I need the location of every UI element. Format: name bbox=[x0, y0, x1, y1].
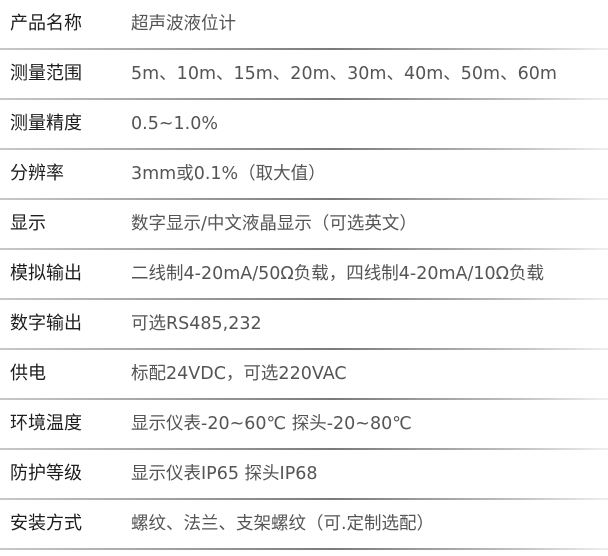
spec-value: 标配24VDC，可选220VAC bbox=[131, 364, 347, 384]
spec-row-range: 测量范围 5m、10m、15m、20m、30m、40m、50m、60m bbox=[0, 50, 608, 100]
spec-label: 环境温度 bbox=[10, 413, 82, 434]
spec-value: 数字显示/中文液晶显示（可选英文） bbox=[131, 214, 417, 234]
spec-label: 模拟输出 bbox=[10, 263, 82, 284]
spec-row-protection: 防护等级 显示仪表IP65 探头IP68 bbox=[0, 450, 608, 500]
spec-row-product-name: 产品名称 超声波液位计 bbox=[0, 0, 608, 50]
spec-value: 显示仪表-20~60℃ 探头-20~80℃ bbox=[131, 414, 412, 434]
spec-label: 数字输出 bbox=[10, 313, 82, 334]
spec-label: 分辨率 bbox=[10, 163, 64, 184]
spec-value: 3mm或0.1%（取大值） bbox=[131, 164, 326, 184]
spec-label: 供电 bbox=[10, 363, 46, 384]
spec-row-display: 显示 数字显示/中文液晶显示（可选英文） bbox=[0, 200, 608, 250]
spec-label: 显示 bbox=[10, 213, 46, 234]
spec-value: 螺纹、法兰、支架螺纹（可.定制选配） bbox=[131, 514, 435, 534]
spec-value: 5m、10m、15m、20m、30m、40m、50m、60m bbox=[131, 64, 557, 84]
spec-value: 0.5~1.0% bbox=[131, 114, 218, 134]
spec-row-temperature: 环境温度 显示仪表-20~60℃ 探头-20~80℃ bbox=[0, 400, 608, 450]
spec-label: 测量范围 bbox=[10, 63, 82, 84]
spec-row-installation: 安装方式 螺纹、法兰、支架螺纹（可.定制选配） bbox=[0, 500, 608, 550]
spec-label: 安装方式 bbox=[10, 513, 82, 534]
spec-label: 防护等级 bbox=[10, 463, 82, 484]
spec-value: 显示仪表IP65 探头IP68 bbox=[131, 464, 318, 484]
spec-row-accuracy: 测量精度 0.5~1.0% bbox=[0, 100, 608, 150]
spec-row-power: 供电 标配24VDC，可选220VAC bbox=[0, 350, 608, 400]
spec-label: 测量精度 bbox=[10, 113, 82, 134]
spec-value: 可选RS485,232 bbox=[131, 314, 262, 334]
spec-value: 超声波液位计 bbox=[131, 14, 236, 34]
spec-row-analog-output: 模拟输出 二线制4-20mA/50Ω负载，四线制4-20mA/10Ω负载 bbox=[0, 250, 608, 300]
spec-row-resolution: 分辨率 3mm或0.1%（取大值） bbox=[0, 150, 608, 200]
spec-label: 产品名称 bbox=[10, 13, 82, 34]
spec-value: 二线制4-20mA/50Ω负载，四线制4-20mA/10Ω负载 bbox=[131, 264, 545, 284]
spec-row-digital-output: 数字输出 可选RS485,232 bbox=[0, 300, 608, 350]
